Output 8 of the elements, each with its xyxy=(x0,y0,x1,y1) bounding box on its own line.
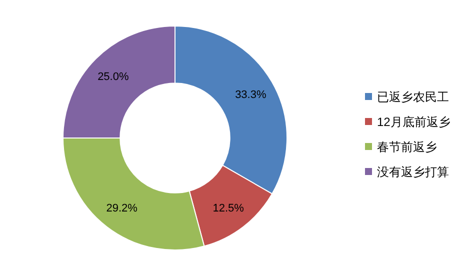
legend-label: 春节前返乡 xyxy=(377,140,437,154)
data-label: 25.0% xyxy=(98,71,129,84)
data-label: 12.5% xyxy=(212,202,244,214)
legend-label: 12月底前返乡 xyxy=(377,115,450,129)
data-label: 33.3% xyxy=(235,89,266,102)
data-label: 29.2% xyxy=(106,202,138,214)
legend-label: 已返乡农民工 xyxy=(377,90,449,104)
legend-label: 没有返乡打算 xyxy=(377,165,449,179)
